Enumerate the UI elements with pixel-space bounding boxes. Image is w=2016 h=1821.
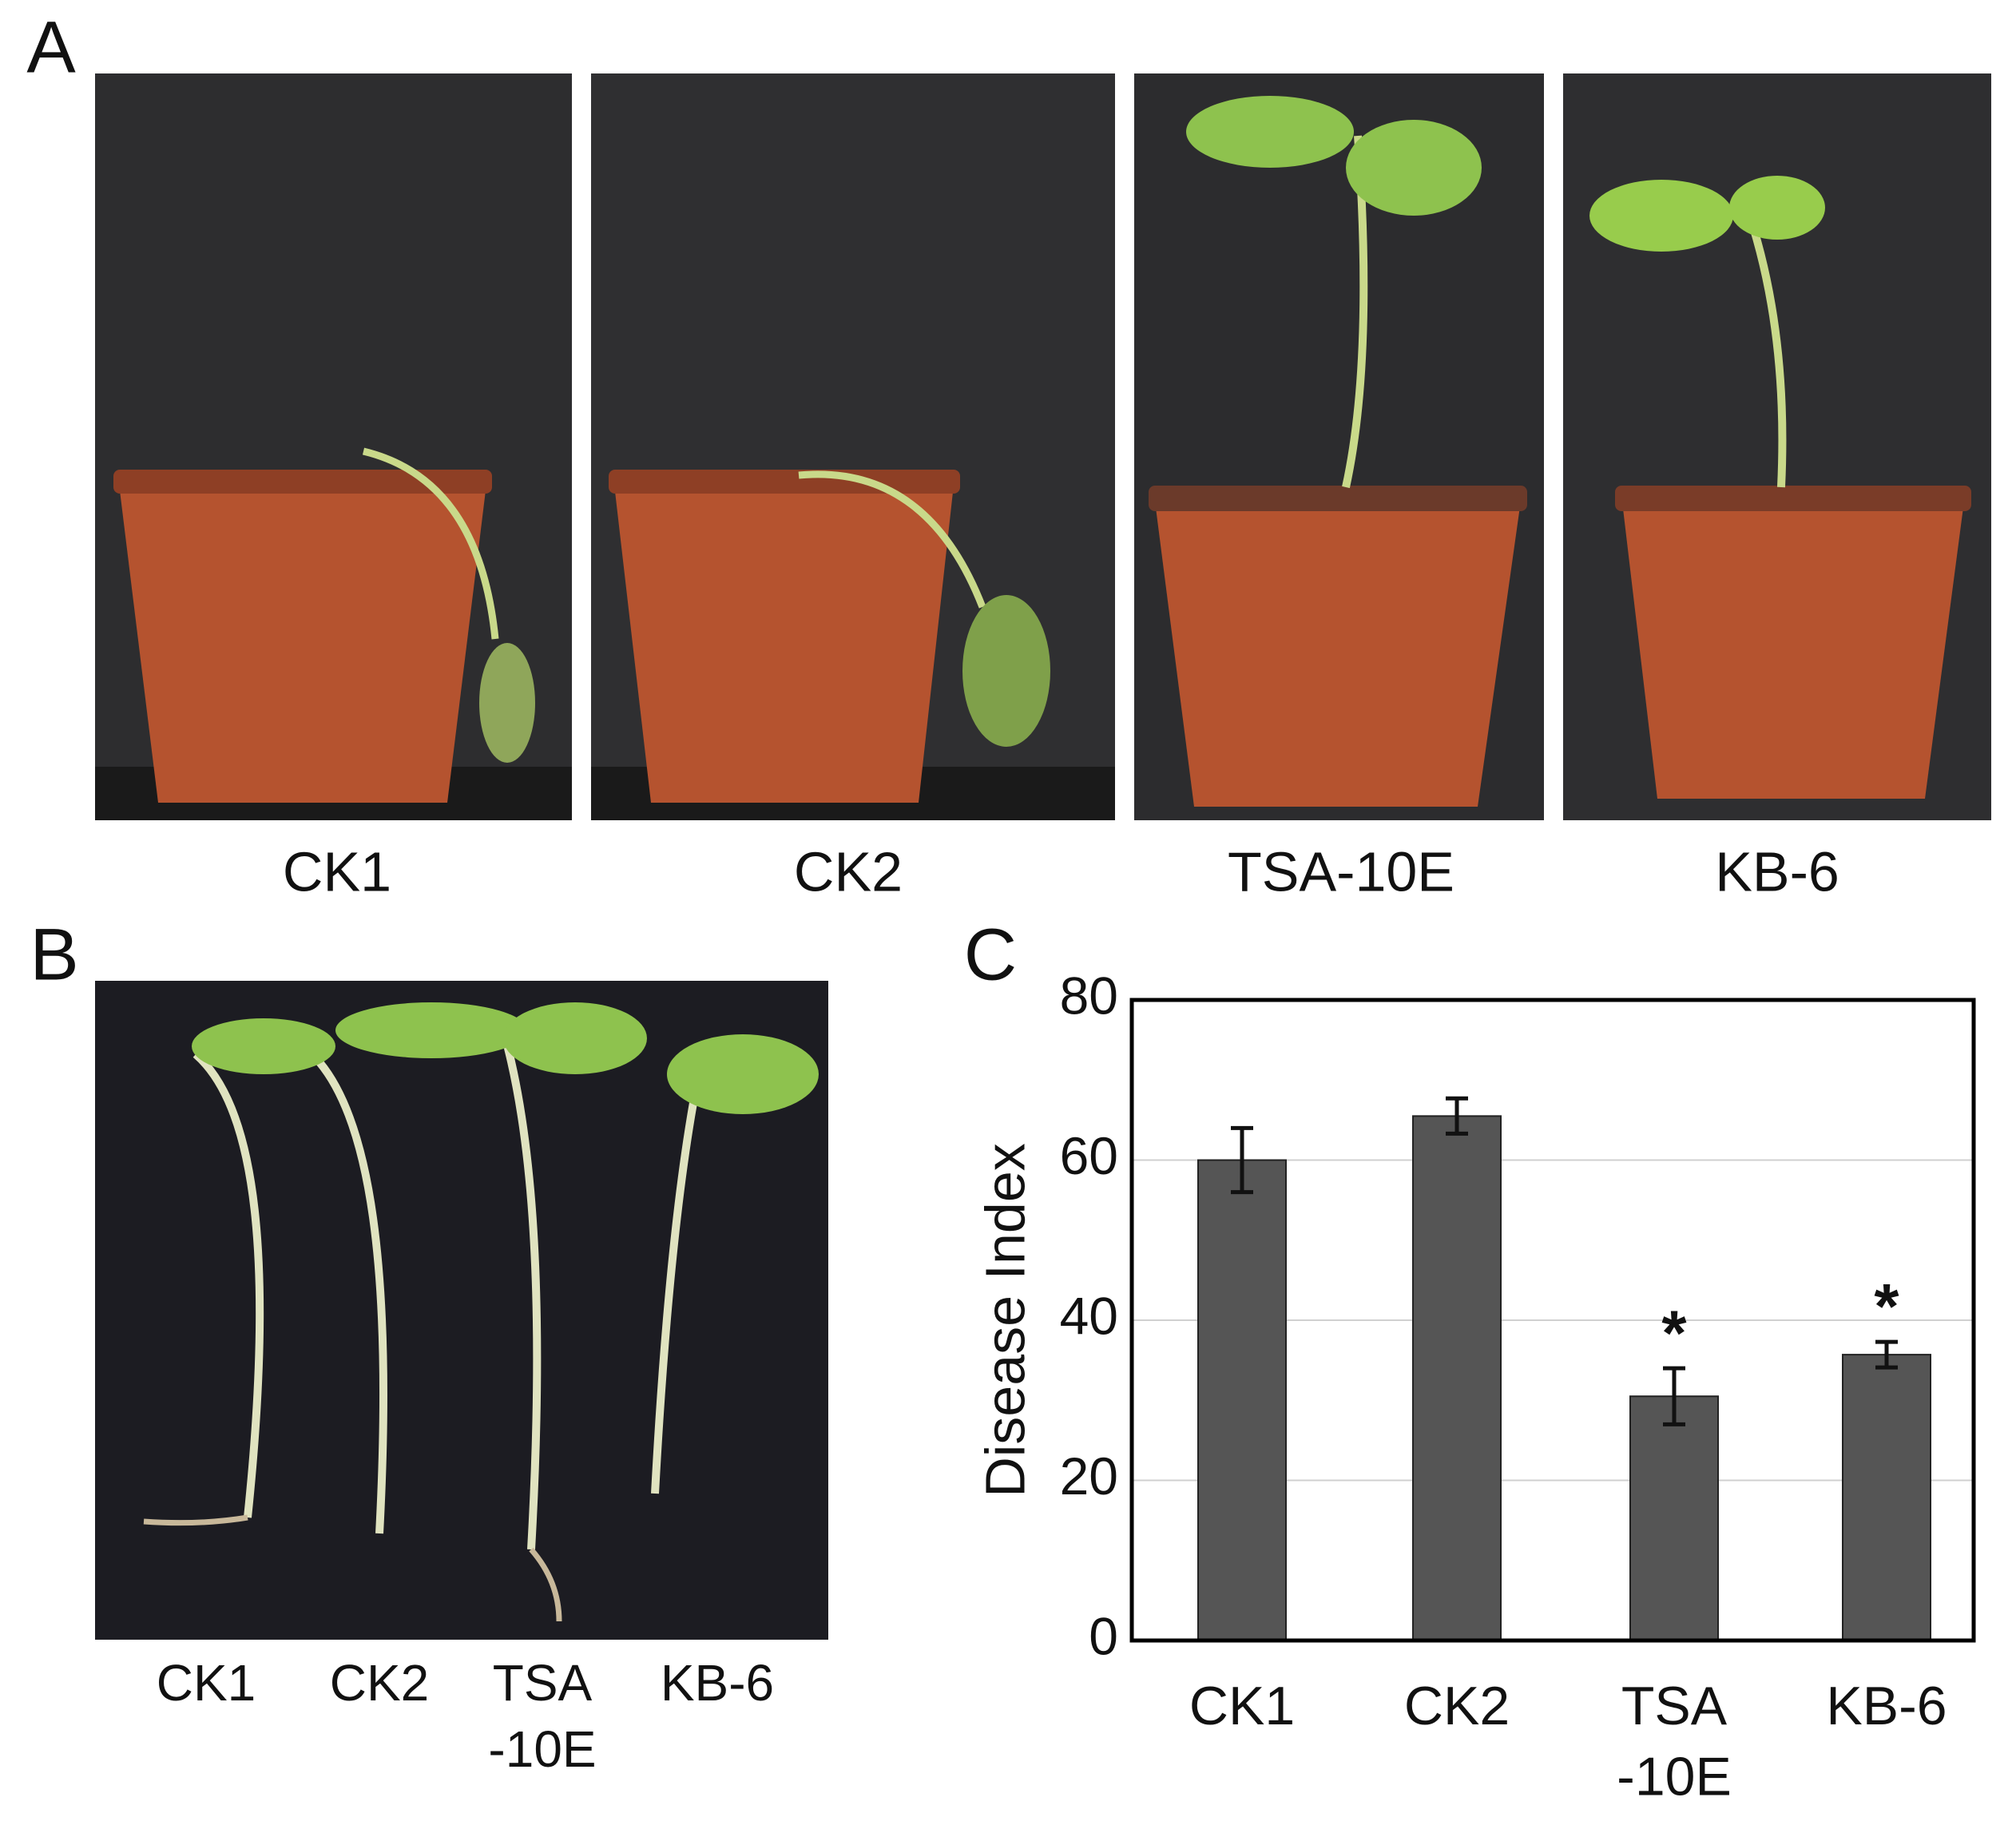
photo-caption: TSA-10E bbox=[488, 1654, 596, 1778]
plot-frame bbox=[1129, 998, 1976, 1643]
bar bbox=[1197, 1159, 1287, 1641]
error-bar bbox=[1446, 1096, 1468, 1136]
panel-label: B bbox=[30, 914, 78, 995]
y-tick-label: 80 bbox=[1060, 966, 1118, 1025]
x-tick-label: TSA -10E bbox=[1617, 1676, 1732, 1807]
photo-caption: KB-6 bbox=[661, 1654, 774, 1712]
photo-caption: TSA-10E bbox=[1228, 840, 1454, 903]
y-tick-label: 40 bbox=[1060, 1286, 1118, 1345]
photo-caption: KB-6 bbox=[1715, 840, 1839, 903]
photo-b bbox=[95, 981, 828, 1640]
x-tick-label: CK2 bbox=[1404, 1676, 1510, 1736]
x-tick-label: CK1 bbox=[1189, 1676, 1295, 1736]
error-bar bbox=[1663, 1366, 1685, 1426]
x-tick-label: KB-6 bbox=[1826, 1676, 1947, 1736]
significance-mark: * bbox=[1661, 1297, 1687, 1368]
photo-caption: CK2 bbox=[330, 1654, 430, 1712]
photo-caption: CK1 bbox=[157, 1654, 256, 1712]
y-tick-label: 20 bbox=[1060, 1446, 1118, 1506]
photo-a3 bbox=[1134, 73, 1544, 820]
significance-mark: * bbox=[1874, 1271, 1899, 1342]
bar bbox=[1629, 1395, 1719, 1642]
photo-a1 bbox=[95, 73, 572, 820]
panel-label: C bbox=[964, 914, 1017, 995]
photo-caption: CK2 bbox=[794, 840, 903, 903]
bar bbox=[1412, 1115, 1502, 1642]
photo-a4 bbox=[1563, 73, 1991, 820]
photo-caption: CK1 bbox=[283, 840, 391, 903]
error-bar bbox=[1875, 1339, 1898, 1370]
y-tick-label: 60 bbox=[1060, 1126, 1118, 1185]
panel-label: A bbox=[26, 6, 76, 88]
photo-a2 bbox=[591, 73, 1115, 820]
error-bar bbox=[1231, 1125, 1253, 1195]
y-axis-title: Disease Index bbox=[974, 1143, 1036, 1498]
y-tick-label: 0 bbox=[1089, 1606, 1118, 1665]
bar bbox=[1842, 1354, 1931, 1642]
